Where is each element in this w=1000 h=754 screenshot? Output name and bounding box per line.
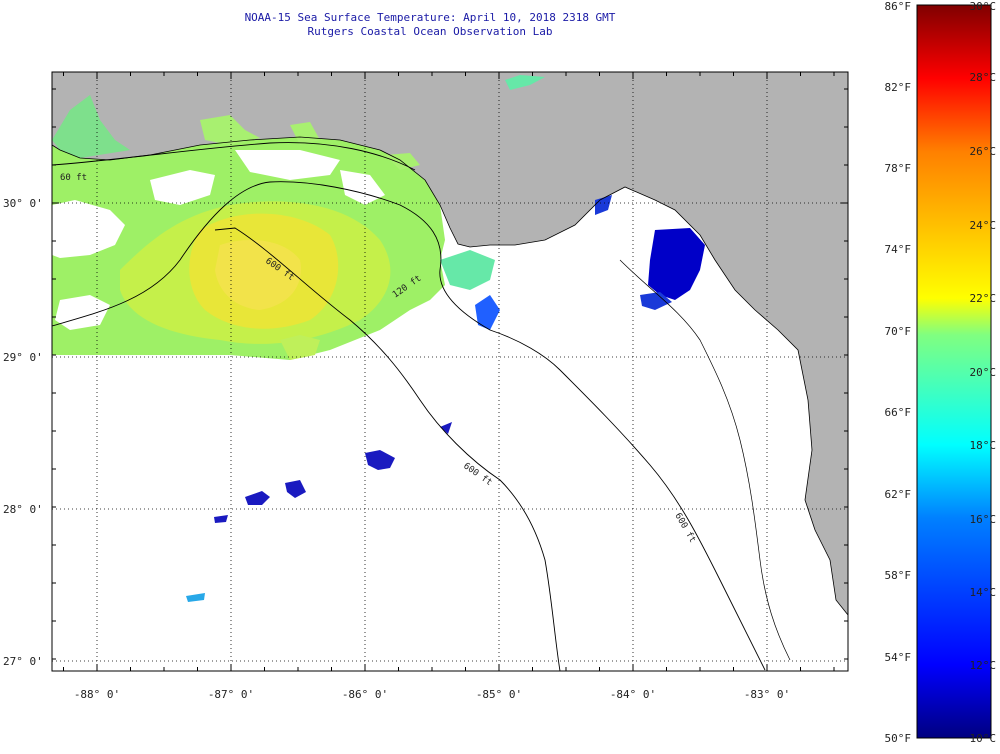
isobath-60ft xyxy=(52,142,416,171)
longitude-label: -85° 0' xyxy=(476,688,522,701)
colorbar-celsius-label: 14°C xyxy=(970,586,997,599)
colorbar-fahrenheit-label: 62°F xyxy=(885,488,912,501)
latitude-label: 28° 0' xyxy=(3,503,43,516)
colorbar-celsius-label: 22°C xyxy=(970,292,997,305)
isobath-label: 60 ft xyxy=(60,173,87,183)
colorbar xyxy=(916,4,992,739)
longitude-label: -86° 0' xyxy=(342,688,388,701)
colorbar-fahrenheit-label: 86°F xyxy=(885,0,912,13)
colorbar-fahrenheit-label: 66°F xyxy=(885,406,912,419)
colorbar-fahrenheit-label: 70°F xyxy=(885,325,912,338)
colorbar-celsius-label: 26°C xyxy=(970,145,997,158)
colorbar-celsius-label: 10°C xyxy=(970,732,997,745)
graticule xyxy=(52,72,848,671)
colorbar-fahrenheit-label: 74°F xyxy=(885,243,912,256)
coastline xyxy=(52,136,848,616)
colorbar-fahrenheit-label: 82°F xyxy=(885,81,912,94)
longitude-label: -88° 0' xyxy=(74,688,120,701)
map-title: NOAA-15 Sea Surface Temperature: April 1… xyxy=(244,11,616,24)
axis-ticks xyxy=(52,72,848,671)
latitude-label: 30° 0' xyxy=(3,197,43,210)
isobath-120ft xyxy=(52,181,766,671)
colorbar-fahrenheit-label: 78°F xyxy=(885,162,912,175)
isobath-inner-shelf xyxy=(619,259,791,661)
longitude-label: -87° 0' xyxy=(208,688,254,701)
colorbar-fahrenheit-label: 50°F xyxy=(885,732,912,745)
colorbar-celsius-label: 28°C xyxy=(970,71,997,84)
colorbar-celsius-label: 18°C xyxy=(970,439,997,452)
longitude-label: -83° 0' xyxy=(744,688,790,701)
isobath-600ft xyxy=(214,227,561,671)
colorbar-celsius-label: 30°C xyxy=(970,0,997,13)
sst-cold-patch xyxy=(186,195,705,602)
colorbar-fahrenheit-label: 54°F xyxy=(885,651,912,664)
map-frame xyxy=(51,71,849,672)
sst-warm-patch xyxy=(52,75,545,360)
latitude-label: 29° 0' xyxy=(3,351,43,364)
longitude-label: -84° 0' xyxy=(610,688,656,701)
colorbar-celsius-label: 16°C xyxy=(970,513,997,526)
colorbar-celsius-label: 24°C xyxy=(970,219,997,232)
map-subtitle: Rutgers Coastal Ocean Observation Lab xyxy=(307,25,553,38)
colorbar-celsius-label: 20°C xyxy=(970,366,997,379)
colorbar-celsius-label: 12°C xyxy=(970,659,997,672)
land-mass xyxy=(52,72,848,615)
colorbar-fahrenheit-label: 58°F xyxy=(885,569,912,582)
latitude-label: 27° 0' xyxy=(3,655,43,668)
